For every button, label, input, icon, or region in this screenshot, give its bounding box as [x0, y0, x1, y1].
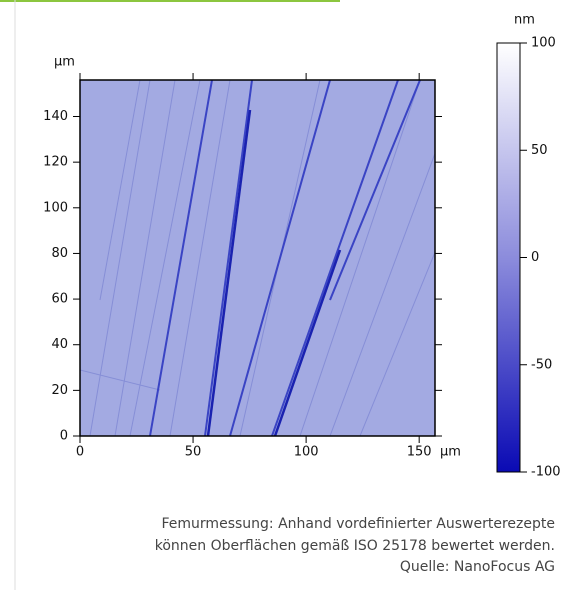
y-tick-label: 120	[43, 155, 68, 170]
colorbar-tick-label: 100	[531, 36, 556, 51]
y-tick-label: 140	[43, 109, 68, 124]
surface-texture	[80, 80, 435, 436]
colorbar	[496, 42, 521, 473]
y-tick-label: 0	[60, 429, 68, 444]
y-tick-label: 60	[51, 292, 68, 307]
colorbar-tick-label: -100	[531, 465, 561, 480]
y-tick-label: 100	[43, 200, 68, 215]
x-tick-label: 50	[185, 445, 202, 460]
plot-frame	[79, 79, 436, 437]
y-tick-label: 80	[51, 246, 68, 261]
y-axis-label: µm	[54, 55, 75, 70]
colorbar-tick-label: 50	[531, 143, 548, 158]
caption-line: Femurmessung: Anhand vordefinierter Ausw…	[162, 516, 555, 532]
caption-line: Quelle: NanoFocus AG	[400, 559, 555, 575]
x-tick-label: 100	[294, 445, 319, 460]
colorbar-label: nm	[514, 13, 535, 28]
colorbar-tick-label: -50	[531, 357, 552, 372]
x-axis-label: µm	[440, 445, 461, 460]
x-tick-label: 0	[76, 445, 84, 460]
caption-line: können Oberflächen gemäß ISO 25178 bewer…	[155, 538, 555, 554]
y-tick-label: 20	[51, 383, 68, 398]
colorbar-tick-label: 0	[531, 250, 539, 265]
y-tick-label: 40	[51, 337, 68, 352]
x-tick-label: 150	[407, 445, 432, 460]
